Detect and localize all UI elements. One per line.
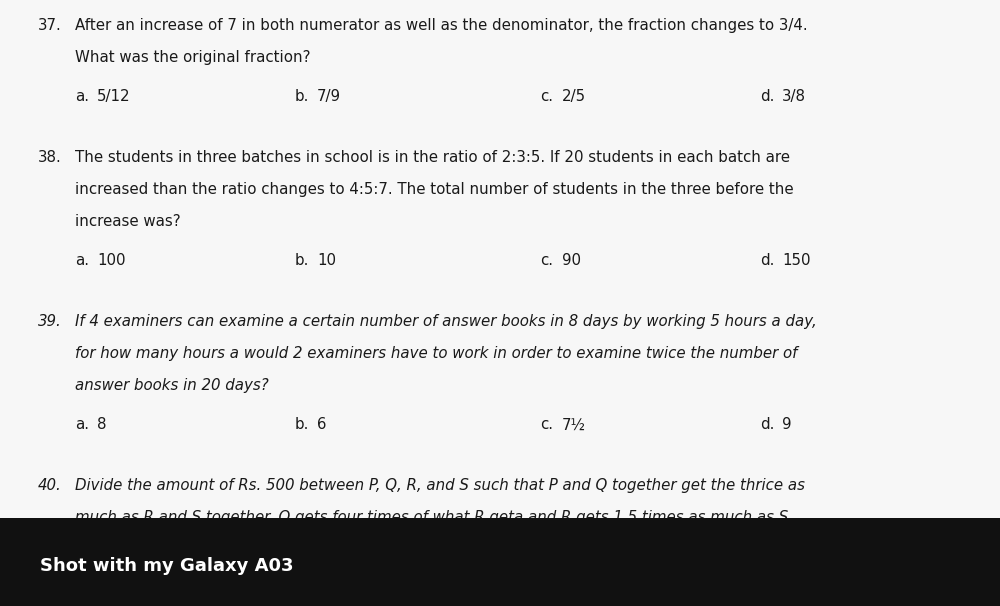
- Text: What was the original fraction?: What was the original fraction?: [75, 50, 310, 65]
- Text: 6: 6: [317, 418, 326, 432]
- Text: a.: a.: [75, 89, 89, 104]
- Text: answer books in 20 days?: answer books in 20 days?: [75, 378, 269, 393]
- Text: c.: c.: [540, 89, 553, 104]
- Text: 2/5: 2/5: [562, 89, 586, 104]
- Text: 10: 10: [317, 253, 336, 268]
- Text: b.: b.: [295, 89, 309, 104]
- Text: 38.: 38.: [38, 150, 62, 165]
- Text: Divide the amount of Rs. 500 between P, Q, R, and S such that P and Q together g: Divide the amount of Rs. 500 between P, …: [75, 478, 805, 493]
- Text: If 4 examiners can examine a certain number of answer books in 8 days by working: If 4 examiners can examine a certain num…: [75, 314, 817, 329]
- Text: b.: b.: [295, 581, 309, 596]
- Text: b.: b.: [295, 418, 309, 432]
- Text: for how many hours a would 2 examiners have to work in order to examine twice th: for how many hours a would 2 examiners h…: [75, 346, 797, 361]
- Text: d.: d.: [760, 253, 774, 268]
- Text: 7/9: 7/9: [317, 89, 341, 104]
- Text: 40.: 40.: [38, 478, 62, 493]
- Text: increase was?: increase was?: [75, 215, 181, 229]
- Text: a.: a.: [75, 581, 89, 596]
- Text: 150: 150: [782, 253, 810, 268]
- Text: 125: 125: [317, 581, 346, 596]
- Text: The students in three batches in school is in the ratio of 2:3:5. If 20 students: The students in three batches in school …: [75, 150, 790, 165]
- Text: 3/8: 3/8: [782, 89, 806, 104]
- Text: 75: 75: [97, 581, 116, 596]
- Text: 5/12: 5/12: [97, 89, 131, 104]
- Text: 39.: 39.: [38, 314, 62, 329]
- Text: b.: b.: [295, 253, 309, 268]
- Text: increased than the ratio changes to 4:5:7. The total number of students in the t: increased than the ratio changes to 4:5:…: [75, 182, 794, 197]
- Text: c.: c.: [540, 418, 553, 432]
- Text: d.: d.: [760, 89, 774, 104]
- Text: 90: 90: [562, 253, 581, 268]
- Text: much as R and S together. Q gets four times of what R geta and R gets 1.5 times : much as R and S together. Q gets four ti…: [75, 510, 793, 525]
- Text: d.: d.: [760, 581, 774, 596]
- Text: Shot with my Galaxy A03: Shot with my Galaxy A03: [40, 558, 294, 576]
- Text: a.: a.: [75, 418, 89, 432]
- Text: 150: 150: [562, 581, 590, 596]
- Text: Now the value that Q gets will be: Now the value that Q gets will be: [75, 542, 325, 558]
- Text: a.: a.: [75, 253, 89, 268]
- Text: 100: 100: [97, 253, 126, 268]
- Text: c.: c.: [540, 253, 553, 268]
- Text: 8: 8: [97, 418, 106, 432]
- Text: d.: d.: [760, 418, 774, 432]
- Text: 37.: 37.: [38, 18, 62, 33]
- Text: 300: 300: [782, 581, 810, 596]
- Text: 9: 9: [782, 418, 792, 432]
- Text: After an increase of 7 in both numerator as well as the denominator, the fractio: After an increase of 7 in both numerator…: [75, 18, 808, 33]
- Text: c.: c.: [540, 581, 553, 596]
- Text: 7½: 7½: [562, 418, 586, 432]
